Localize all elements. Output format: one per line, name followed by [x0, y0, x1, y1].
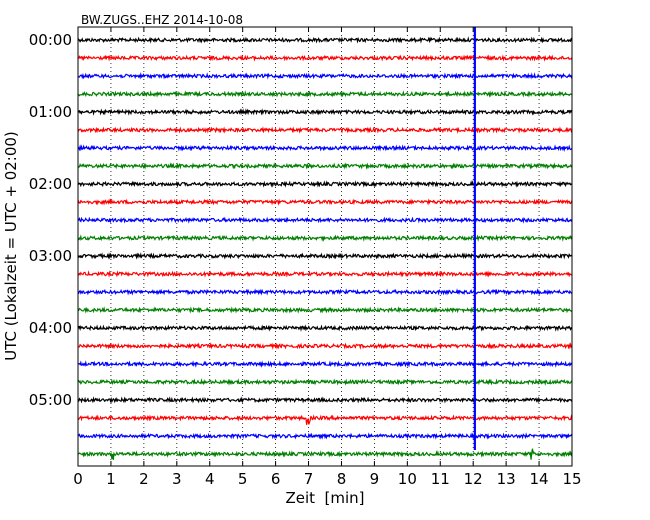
trace-line-13: [77, 270, 573, 278]
y-tick-label: 02:00: [29, 175, 72, 193]
x-tick-label: 5: [238, 470, 248, 488]
x-tick-label: 6: [271, 470, 281, 488]
y-tick-label: 01:00: [29, 103, 72, 121]
trace-line-10: [77, 216, 573, 224]
y-axis-label: UTC (Lokalzeit = UTC + 02:00): [2, 131, 20, 361]
trace-line-3: [77, 90, 573, 98]
trace-line-18: [77, 360, 573, 368]
x-axis-label: Zeit [min]: [285, 489, 364, 507]
x-axis-ticks: 0 1 2 3 4 5 6 7 8 9 10 11 12 13 14 15: [73, 27, 582, 488]
trace-line-12: [77, 252, 573, 260]
chart-title: BW.ZUGS..EHZ 2014-10-08: [81, 13, 243, 27]
trace-line-21: [77, 414, 573, 425]
trace-line-5: [77, 126, 573, 134]
trace-line-19: [77, 378, 573, 386]
trace-line-1: [77, 54, 573, 62]
trace-line-0: [77, 36, 573, 44]
trace-line-4: [77, 108, 573, 116]
x-tick-label: 11: [431, 470, 450, 488]
trace-line-2: [77, 72, 573, 80]
y-tick-label: 04:00: [29, 319, 72, 337]
x-tick-label: 10: [398, 470, 417, 488]
x-tick-label: 15: [562, 470, 581, 488]
x-tick-label: 3: [172, 470, 182, 488]
x-tick-label: 8: [337, 470, 347, 488]
trace-line-14: [77, 288, 573, 296]
x-tick-label: 9: [370, 470, 380, 488]
x-tick-label: 13: [497, 470, 516, 488]
trace-line-8: [77, 180, 573, 188]
trace-line-11: [77, 234, 573, 242]
trace-line-23: [77, 448, 573, 460]
trace-line-6: [77, 144, 573, 152]
x-tick-label: 7: [304, 470, 314, 488]
trace-line-9: [77, 198, 573, 206]
plot-frame: [77, 26, 573, 467]
trace-line-22: [77, 432, 573, 440]
trace-line-17: [77, 342, 573, 350]
x-tick-label: 0: [73, 470, 83, 488]
x-tick-label: 14: [530, 470, 549, 488]
y-axis-ticks: 00:00 01:00 02:00 03:00 04:00 05:00: [29, 31, 572, 409]
trace-line-15: [78, 306, 573, 314]
trace-line-7: [77, 162, 573, 170]
x-tick-label: 4: [205, 470, 215, 488]
x-tick-label: 1: [106, 470, 116, 488]
trace-line-20: [77, 396, 573, 404]
y-tick-label: 05:00: [29, 391, 72, 409]
trace-line-16: [77, 324, 573, 332]
trace-group: [77, 36, 573, 460]
x-tick-label: 2: [139, 470, 149, 488]
y-tick-label: 03:00: [29, 247, 72, 265]
y-tick-label: 00:00: [29, 31, 72, 49]
plot-border: [77, 26, 573, 467]
x-tick-label: 12: [464, 470, 483, 488]
